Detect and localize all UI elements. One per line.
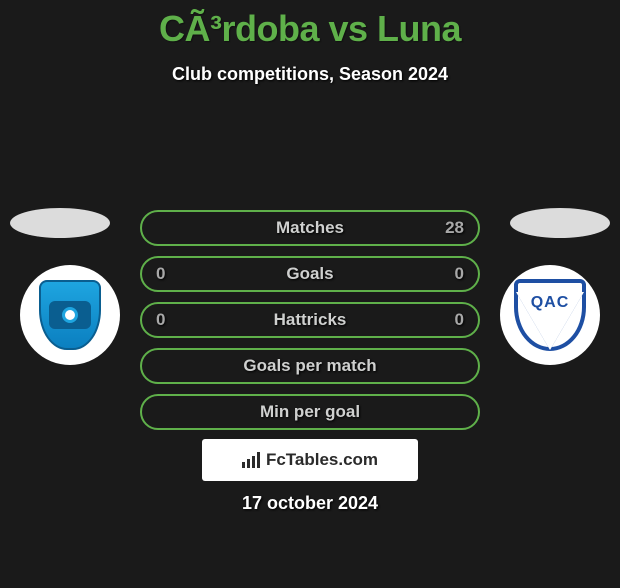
page-subtitle: Club competitions, Season 2024 [0,64,620,85]
stat-row-goals: 0 Goals 0 [140,256,480,292]
shield-icon [39,280,101,350]
stat-row-min-per-goal: Min per goal [140,394,480,430]
bar-chart-icon [242,452,260,468]
stat-right-value: 28 [445,218,464,238]
stat-left-value: 0 [156,264,165,284]
player-photo-right-placeholder [510,208,610,238]
stat-row-goals-per-match: Goals per match [140,348,480,384]
brand-text: FcTables.com [266,450,378,470]
stat-label: Goals [286,264,333,284]
brand-badge[interactable]: FcTables.com [202,439,418,481]
page-title: CÃ³rdoba vs Luna [0,8,620,50]
stat-label: Hattricks [274,310,347,330]
stat-right-value: 0 [455,310,464,330]
team-badge-left [20,265,120,365]
stat-row-hattricks: 0 Hattricks 0 [140,302,480,338]
stat-label: Min per goal [260,402,360,422]
date-text: 17 october 2024 [0,493,620,514]
player-photo-left-placeholder [10,208,110,238]
stat-row-matches: Matches 28 [140,210,480,246]
stat-label: Goals per match [243,356,376,376]
stat-right-value: 0 [455,264,464,284]
stat-label: Matches [276,218,344,238]
stats-table: Matches 28 0 Goals 0 0 Hattricks 0 Goals… [140,210,480,440]
shield-icon [514,279,586,351]
stat-left-value: 0 [156,310,165,330]
team-right-letters [516,292,584,350]
team-badge-right [500,265,600,365]
